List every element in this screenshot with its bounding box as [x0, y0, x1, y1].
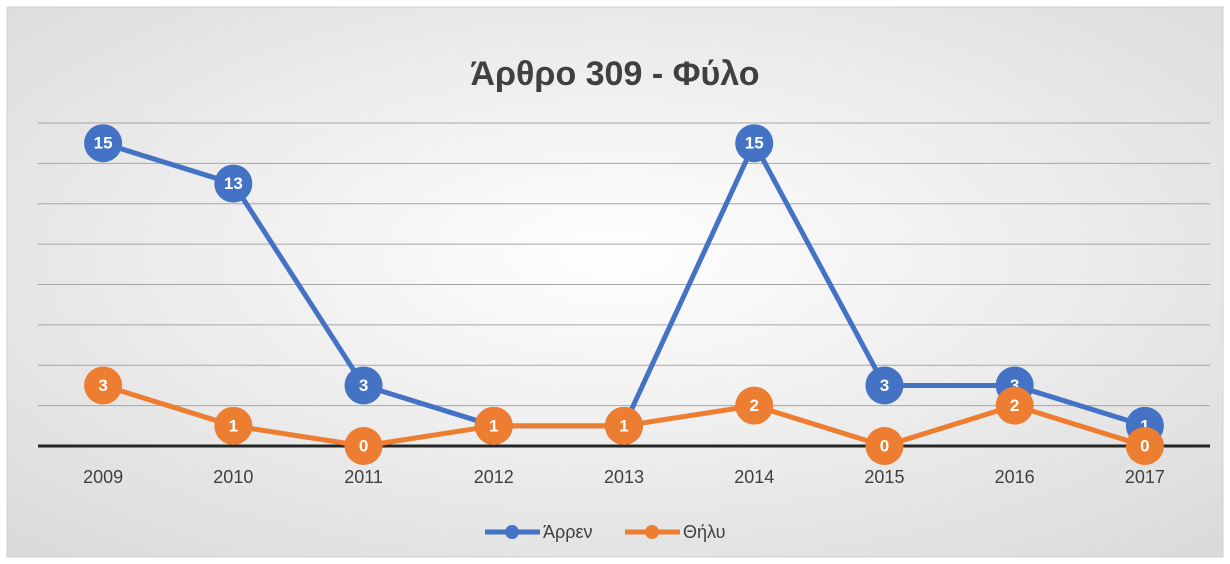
- data-label: 2: [1010, 396, 1019, 415]
- data-point: [605, 406, 643, 445]
- data-point: [1125, 427, 1164, 465]
- data-label: 1: [619, 416, 628, 435]
- data-label: 3: [880, 376, 889, 395]
- data-label: 15: [745, 134, 764, 153]
- data-label: 0: [1140, 436, 1149, 455]
- legend-marker: [645, 525, 659, 539]
- legend-label: Θήλυ: [683, 522, 725, 542]
- data-point: [214, 406, 253, 445]
- data-point: [344, 366, 383, 405]
- data-label: 3: [359, 376, 368, 395]
- legend-label: Άρρεν: [543, 522, 593, 542]
- data-point: [474, 406, 513, 445]
- x-tick-label: 2010: [213, 467, 253, 487]
- data-point: [84, 124, 123, 163]
- data-label: 2: [749, 396, 758, 415]
- x-tick-label: 2012: [474, 467, 514, 487]
- data-label: 13: [224, 174, 243, 193]
- chart-title: Άρθρο 309 - Φύλο: [470, 55, 759, 93]
- chart-background: [6, 6, 1224, 558]
- data-label: 0: [359, 436, 368, 455]
- data-label: 3: [98, 376, 107, 395]
- x-tick-label: 2013: [604, 467, 644, 487]
- legend-marker: [505, 525, 519, 539]
- data-point: [735, 386, 774, 425]
- data-label: 1: [1140, 416, 1149, 435]
- data-point: [865, 366, 904, 405]
- data-point: [995, 386, 1034, 425]
- data-label: 15: [94, 134, 113, 153]
- data-point: [214, 164, 253, 203]
- x-tick-label: 2016: [995, 467, 1035, 487]
- data-label: 1: [229, 416, 238, 435]
- x-tick-label: 2015: [864, 467, 904, 487]
- data-point: [865, 427, 904, 465]
- data-point: [344, 427, 383, 465]
- data-point: [84, 366, 123, 405]
- x-tick-label: 2014: [734, 467, 774, 487]
- x-tick-label: 2009: [83, 467, 123, 487]
- data-point: [735, 124, 774, 163]
- data-label: 0: [880, 436, 889, 455]
- data-label: 1: [489, 416, 498, 435]
- x-tick-label: 2017: [1125, 467, 1165, 487]
- data-label: 3: [1010, 376, 1019, 395]
- x-tick-label: 2011: [344, 467, 383, 487]
